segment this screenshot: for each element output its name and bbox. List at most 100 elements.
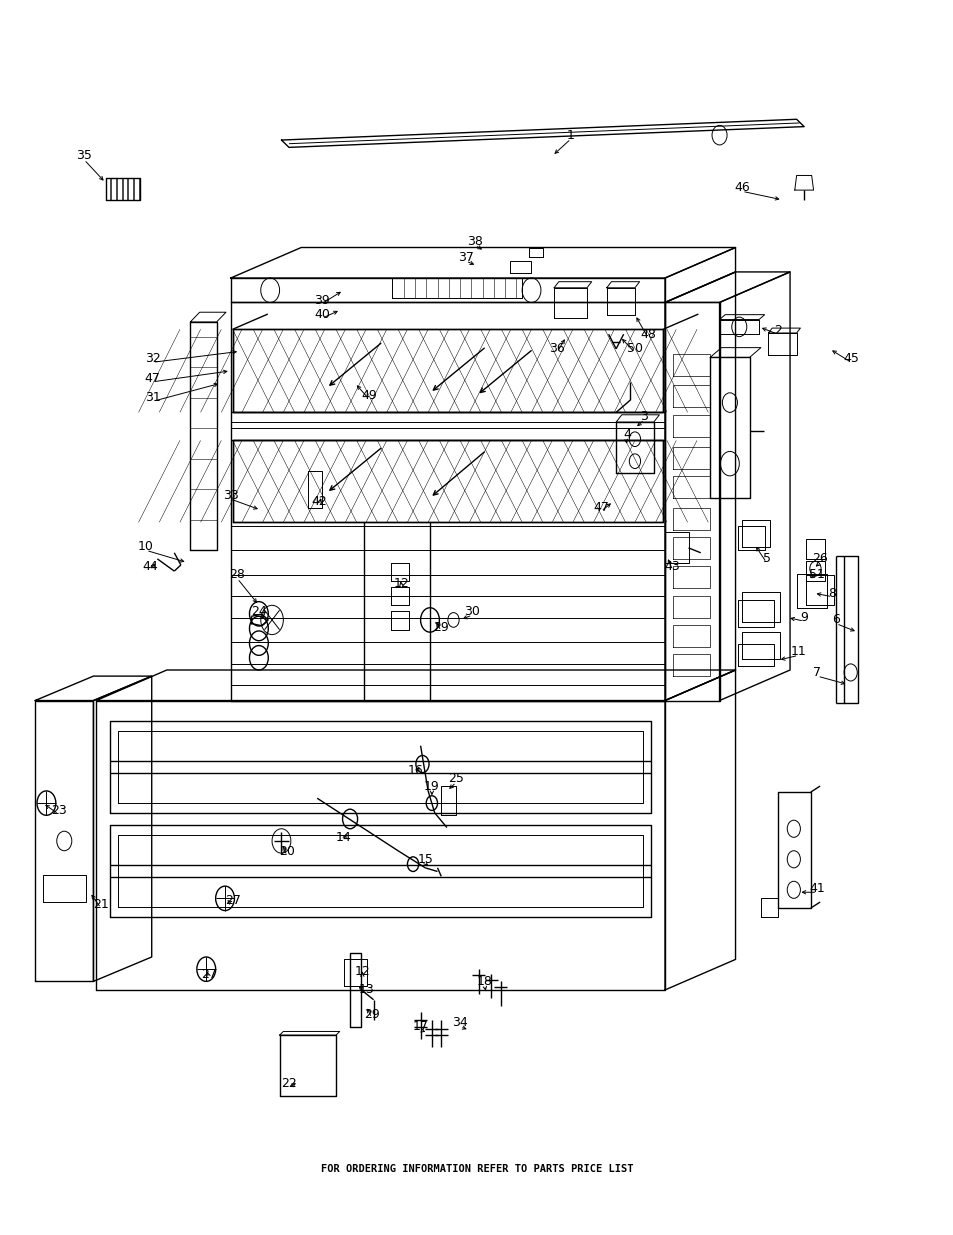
Text: 3: 3 <box>639 410 648 422</box>
Text: 22: 22 <box>281 1077 296 1091</box>
Polygon shape <box>738 600 773 627</box>
Polygon shape <box>128 178 132 200</box>
Text: 32: 32 <box>145 352 160 366</box>
Polygon shape <box>233 330 662 412</box>
Polygon shape <box>672 625 709 647</box>
Polygon shape <box>279 1035 335 1097</box>
Polygon shape <box>390 563 409 580</box>
Polygon shape <box>672 385 709 408</box>
Polygon shape <box>664 247 735 303</box>
Text: 47: 47 <box>145 372 160 384</box>
Polygon shape <box>719 315 764 320</box>
Text: 19: 19 <box>423 779 439 793</box>
Polygon shape <box>767 333 796 354</box>
Text: 17: 17 <box>413 1020 428 1032</box>
Polygon shape <box>190 312 226 322</box>
Polygon shape <box>672 447 709 468</box>
Text: 12: 12 <box>355 965 370 978</box>
Text: 35: 35 <box>76 149 91 163</box>
Polygon shape <box>96 700 664 990</box>
Polygon shape <box>741 592 779 622</box>
Polygon shape <box>616 415 659 422</box>
Polygon shape <box>106 178 111 200</box>
Text: 25: 25 <box>448 772 464 785</box>
Polygon shape <box>231 247 735 278</box>
Polygon shape <box>554 288 586 319</box>
Text: 29: 29 <box>363 1008 379 1021</box>
Text: 36: 36 <box>549 342 564 356</box>
Polygon shape <box>233 441 662 522</box>
Text: 37: 37 <box>457 251 473 264</box>
Text: 9: 9 <box>800 611 807 624</box>
Polygon shape <box>111 825 650 916</box>
Text: 34: 34 <box>452 1016 468 1030</box>
Polygon shape <box>231 278 664 303</box>
Polygon shape <box>279 1031 339 1035</box>
Text: 46: 46 <box>734 182 749 194</box>
Polygon shape <box>392 278 521 298</box>
Text: 21: 21 <box>93 898 109 911</box>
Polygon shape <box>777 792 810 908</box>
Polygon shape <box>343 960 367 987</box>
Polygon shape <box>709 347 760 357</box>
Text: 4: 4 <box>623 427 631 441</box>
Polygon shape <box>672 566 709 588</box>
Polygon shape <box>190 322 216 551</box>
Polygon shape <box>805 562 824 580</box>
Text: FOR ORDERING INFORMATION REFER TO PARTS PRICE LIST: FOR ORDERING INFORMATION REFER TO PARTS … <box>320 1165 633 1174</box>
Polygon shape <box>672 415 709 437</box>
Text: 10: 10 <box>138 540 153 553</box>
Text: 27: 27 <box>224 894 240 908</box>
Text: 50: 50 <box>626 342 642 356</box>
Polygon shape <box>719 272 789 700</box>
Polygon shape <box>664 303 719 700</box>
Text: 18: 18 <box>476 974 492 988</box>
Text: 27: 27 <box>201 967 216 981</box>
Text: 8: 8 <box>827 587 836 599</box>
Polygon shape <box>35 700 93 982</box>
Polygon shape <box>35 676 152 700</box>
Polygon shape <box>118 731 642 803</box>
Polygon shape <box>43 876 86 902</box>
Text: 28: 28 <box>229 568 245 582</box>
Polygon shape <box>122 178 127 200</box>
Text: 45: 45 <box>842 352 859 366</box>
Text: 14: 14 <box>335 831 351 844</box>
Polygon shape <box>118 835 642 906</box>
Polygon shape <box>738 526 764 551</box>
Text: 29: 29 <box>433 621 449 634</box>
Text: 6: 6 <box>831 614 840 626</box>
Text: 48: 48 <box>639 327 656 341</box>
Polygon shape <box>738 645 773 667</box>
Text: 5: 5 <box>761 552 770 566</box>
Text: 30: 30 <box>464 605 479 618</box>
Text: 7: 7 <box>813 666 821 679</box>
Text: 11: 11 <box>790 645 805 658</box>
Polygon shape <box>842 557 857 703</box>
Text: 47: 47 <box>593 501 608 514</box>
Polygon shape <box>606 288 635 315</box>
Polygon shape <box>231 303 664 700</box>
Text: 49: 49 <box>360 389 376 401</box>
Polygon shape <box>390 587 409 605</box>
Text: 51: 51 <box>808 568 824 582</box>
Polygon shape <box>664 272 789 303</box>
Text: 43: 43 <box>664 559 679 573</box>
Text: 2: 2 <box>773 324 781 337</box>
Polygon shape <box>794 175 813 190</box>
Polygon shape <box>390 611 409 630</box>
Polygon shape <box>441 785 456 815</box>
Polygon shape <box>554 282 591 288</box>
Text: 12: 12 <box>394 577 409 590</box>
Polygon shape <box>767 329 800 333</box>
Polygon shape <box>133 178 138 200</box>
Polygon shape <box>528 247 542 257</box>
Polygon shape <box>281 120 803 147</box>
Text: 13: 13 <box>357 983 374 997</box>
Text: 40: 40 <box>314 309 330 321</box>
Text: 38: 38 <box>467 235 482 248</box>
Text: 20: 20 <box>279 846 294 858</box>
Polygon shape <box>672 537 709 559</box>
Polygon shape <box>509 261 530 273</box>
Polygon shape <box>709 357 749 498</box>
